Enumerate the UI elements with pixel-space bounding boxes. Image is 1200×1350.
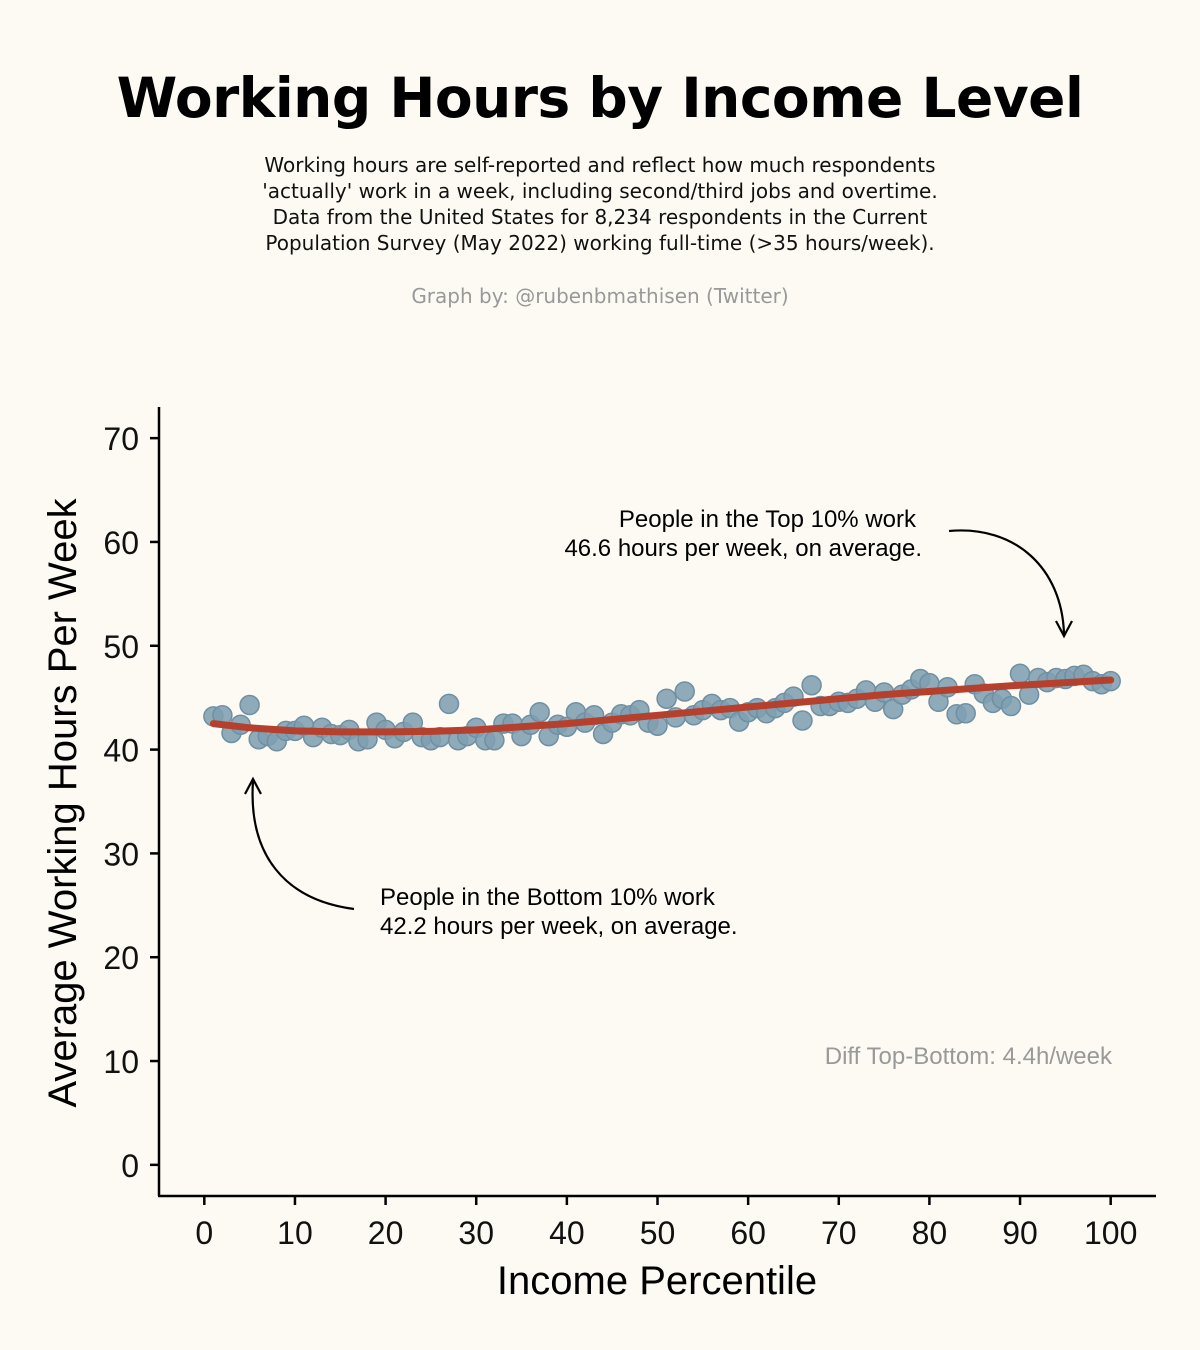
subtitle-line: 'actually' work in a week, including sec… <box>262 179 938 203</box>
data-point <box>1000 695 1022 717</box>
x-tick-label: 30 <box>458 1215 494 1251</box>
top-annotation-line1: People in the Top 10% work <box>619 506 917 533</box>
data-point <box>792 710 813 731</box>
x-tick-label: 70 <box>821 1215 857 1251</box>
y-tick-label: 10 <box>103 1044 139 1080</box>
data-point <box>882 698 904 720</box>
x-tick-label: 40 <box>549 1215 585 1251</box>
x-tick-label: 80 <box>912 1215 948 1251</box>
y-tick-label: 30 <box>103 836 139 872</box>
y-axis-ticks: 0 10 20 30 40 50 60 70 <box>103 421 159 1184</box>
subtitle-line: Working hours are self-reported and refl… <box>264 153 936 177</box>
x-tick-label: 0 <box>195 1215 213 1251</box>
y-tick-label: 60 <box>103 525 139 561</box>
bottom-annotation-line2: 42.2 hours per week, on average. <box>380 913 738 940</box>
x-axis-label: Income Percentile <box>497 1259 817 1303</box>
subtitle-line: Data from the United States for 8,234 re… <box>272 205 928 229</box>
y-tick-label: 0 <box>121 1148 139 1184</box>
top-arrowhead <box>1055 620 1073 639</box>
y-tick-label: 70 <box>103 421 139 457</box>
data-point <box>1009 663 1031 685</box>
data-point <box>656 688 677 709</box>
data-point <box>239 694 260 716</box>
data-point <box>674 681 695 702</box>
top-annotation-line2: 46.6 hours per week, on average. <box>564 535 922 562</box>
trend-line <box>209 676 1115 736</box>
x-tick-label: 50 <box>640 1215 676 1251</box>
data-point <box>955 703 976 724</box>
data-point <box>529 701 550 723</box>
data-point <box>438 693 460 715</box>
bottom-annotation-line1: People in the Bottom 10% work <box>380 884 716 911</box>
diff-annotation: Diff Top-Bottom: 4.4h/week <box>825 1043 1113 1070</box>
bottom-annotation-arrow <box>251 780 355 911</box>
x-tick-label: 100 <box>1084 1215 1137 1251</box>
x-tick-label: 60 <box>730 1215 766 1251</box>
y-tick-label: 20 <box>103 940 139 976</box>
chart-subtitle: Working hours are self-reported and refl… <box>150 152 1050 256</box>
subtitle-line: Population Survey (May 2022) working ful… <box>265 231 935 255</box>
top-annotation-arrow <box>948 529 1066 635</box>
points-layer <box>203 663 1121 752</box>
chart-title: Working Hours by Income Level <box>116 66 1084 130</box>
graph-credit: Graph by: @rubenbmathisen (Twitter) <box>411 284 789 308</box>
y-axis-label: Average Working Hours Per Week <box>41 497 85 1107</box>
data-point <box>801 674 822 696</box>
x-tick-label: 10 <box>277 1215 313 1251</box>
y-tick-label: 50 <box>103 629 139 665</box>
y-tick-label: 40 <box>103 733 139 769</box>
bottom-arrowhead <box>244 776 262 795</box>
x-axis-ticks: 0 10 20 30 40 50 60 70 80 90 100 <box>195 1196 1137 1251</box>
x-tick-label: 90 <box>1002 1215 1038 1251</box>
x-tick-label: 20 <box>368 1215 404 1251</box>
